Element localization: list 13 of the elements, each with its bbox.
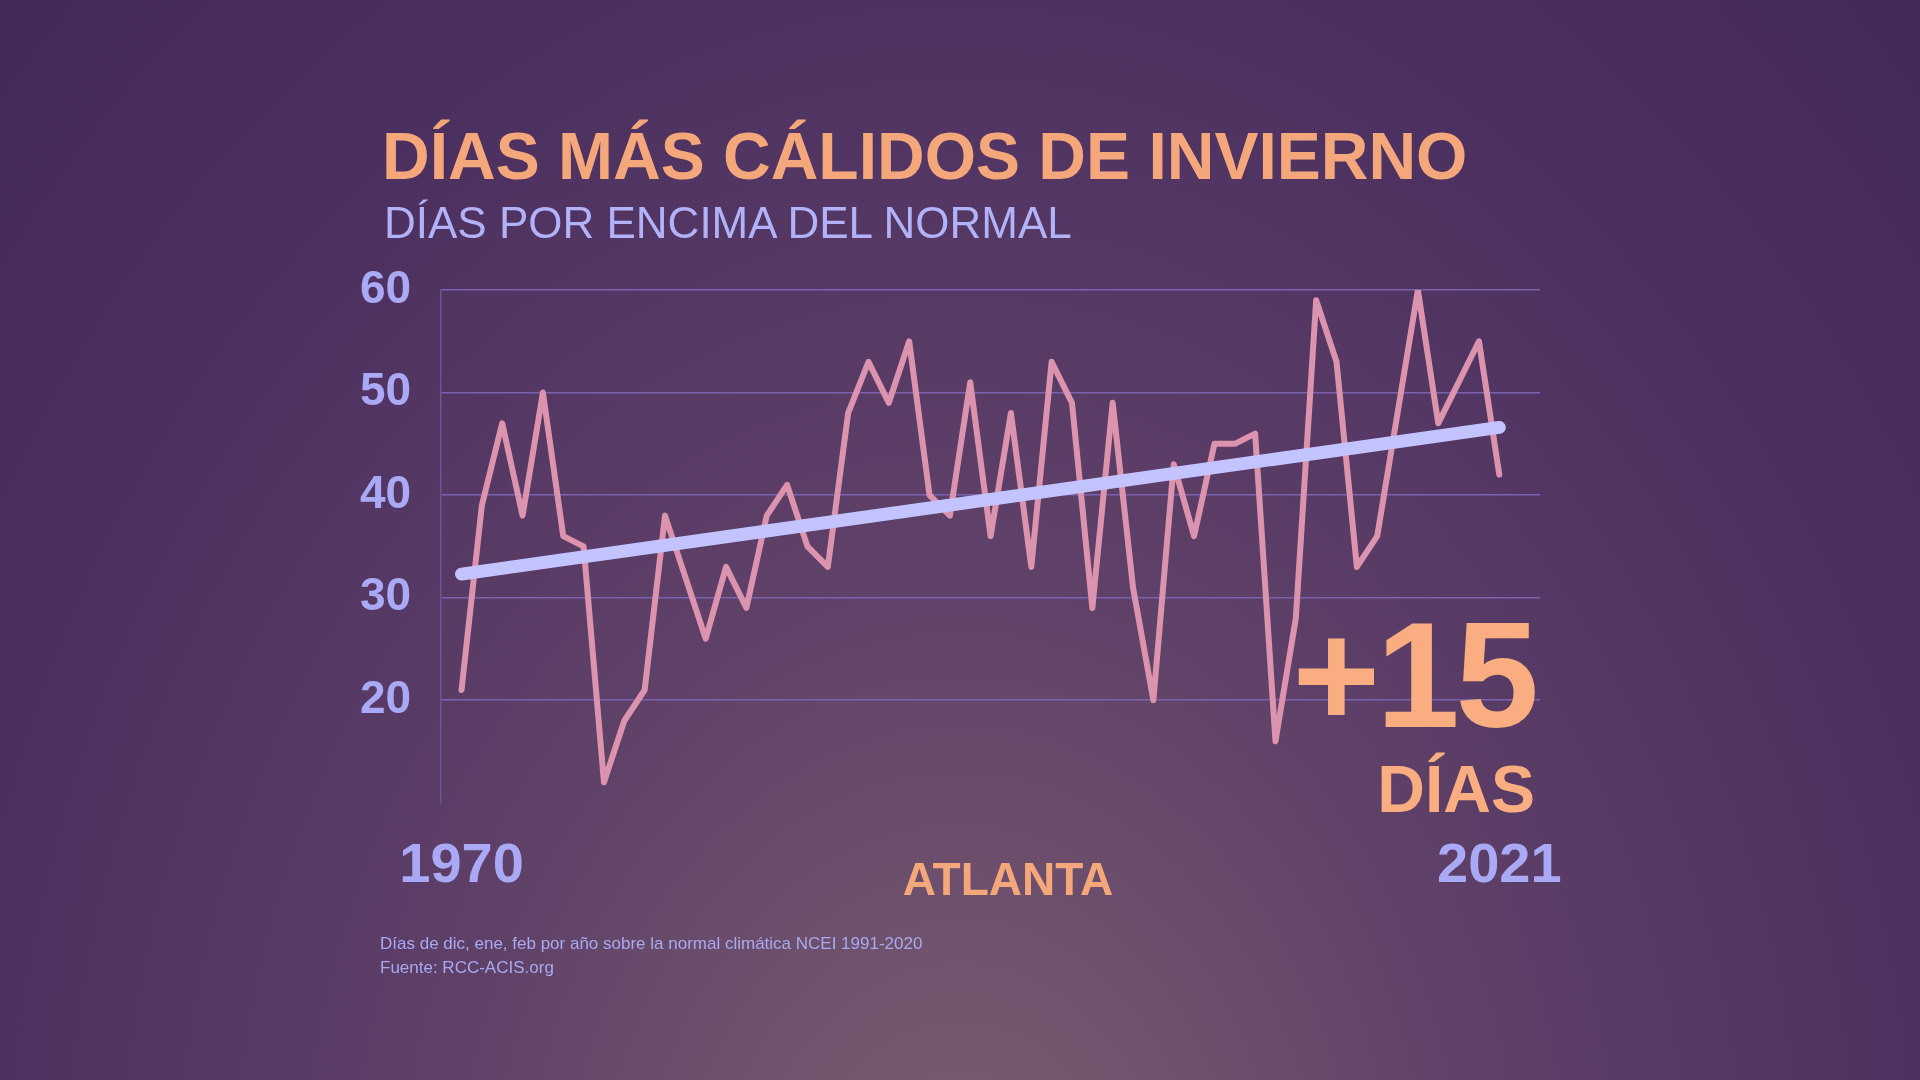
y-tick-label: 50	[359, 363, 412, 416]
y-tick-label: 30	[359, 568, 412, 621]
text: Días de dic, ene, feb por año sobre la normal climática NCEI 1991-2020	[380, 933, 923, 955]
y-tick-label: 40	[359, 465, 412, 518]
annotation: +15 DÍAS	[1292, 591, 1535, 826]
source-note: Fuente: RCC-ACIS.org	[380, 957, 555, 979]
chart-title: DÍAS MÁS CÁLIDOS DE INVIERNO	[382, 118, 1468, 194]
x-tick-label: 1970	[399, 830, 524, 894]
x-axis-title: ATLANTA	[901, 852, 1115, 906]
y-tick-label: 20	[359, 670, 412, 723]
x-tick-label: 2021	[1437, 830, 1562, 894]
y-tick-label: 60	[359, 260, 412, 313]
chart-subtitle: DÍAS POR ENCIMA DEL NORMAL	[384, 198, 1072, 248]
